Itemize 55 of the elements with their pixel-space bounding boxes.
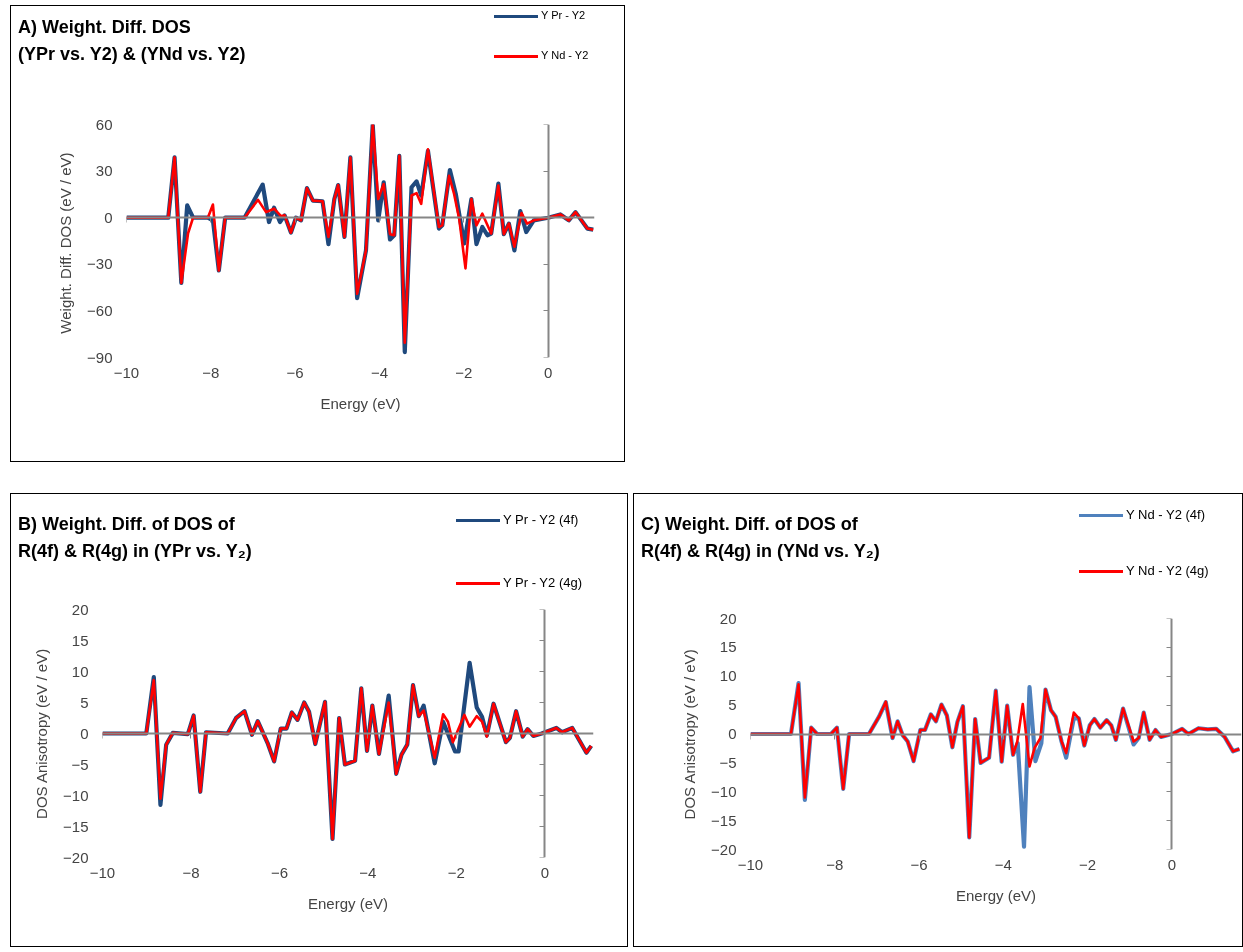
x-tick-label: −2 [447, 863, 465, 881]
x-tick-label: −8 [202, 363, 220, 381]
y-tick-label: 15 [71, 631, 89, 649]
y-tick-label: 60 [95, 115, 113, 133]
x-tick-label: −2 [455, 363, 473, 381]
y-tick-label: 20 [719, 609, 737, 627]
chart-title: A) Weight. Diff. DOS (YPr vs. Y2) & (YNd vs. Y2) [18, 16, 246, 66]
y-tick-label: 10 [71, 662, 89, 680]
x-tick-label: −2 [1079, 855, 1097, 873]
x-tick-label: −6 [270, 863, 288, 881]
y-axis-title: Weight. Diff. DOS (eV / eV) [57, 152, 75, 334]
x-tick-label: −10 [113, 363, 140, 381]
x-tick-label: 0 [543, 363, 553, 381]
y-tick-label: −5 [719, 753, 737, 771]
x-axis-title: Energy (eV) [307, 894, 389, 912]
legend-label: Y Pr - Y2 (4g) [503, 573, 582, 592]
y-tick-label: 5 [80, 693, 89, 711]
x-axis-title: Energy (eV) [320, 394, 401, 412]
y-tick-label: 10 [719, 667, 737, 685]
x-tick-label: −8 [826, 855, 844, 873]
y-tick-label: −15 [63, 817, 89, 835]
y-tick-label: 20 [71, 600, 89, 618]
y-tick-label: −10 [63, 786, 89, 804]
y-tick-label: −5 [71, 755, 89, 773]
chart-title: B) Weight. Diff. of DOS of R(4f) & R(4g) in (YPr vs. Y₂) [18, 513, 252, 563]
y-axis-title: DOS Anisotropy (eV / eV) [33, 648, 51, 819]
x-tick-label: −6 [286, 363, 304, 381]
x-tick-label: −8 [182, 863, 200, 881]
y-tick-label: 0 [104, 208, 113, 226]
legend-label: Y Nd - Y2 [541, 48, 589, 64]
x-tick-label: −4 [370, 363, 389, 381]
y-axis-title: DOS Anisotropy (eV / eV) [681, 649, 699, 820]
x-tick-label: 0 [540, 863, 550, 881]
x-tick-label: −4 [994, 855, 1012, 873]
y-tick-label: −10 [711, 782, 737, 800]
legend-label: Y Pr - Y2 [541, 8, 586, 24]
x-axis-title: Energy (eV) [955, 886, 1037, 904]
y-tick-label: −30 [87, 255, 113, 273]
y-tick-label: 15 [719, 638, 737, 656]
y-tick-label: −15 [711, 811, 737, 829]
y-tick-label: 0 [728, 725, 737, 742]
y-tick-label: 30 [95, 162, 113, 180]
y-tick-label: −90 [87, 348, 113, 366]
y-tick-label: 5 [728, 696, 737, 714]
x-tick-label: −4 [359, 863, 377, 881]
legend-label: Y Nd - Y2 (4g) [1126, 561, 1209, 580]
y-tick-label: −20 [63, 848, 89, 866]
legend-label: Y Nd - Y2 (4f) [1126, 505, 1205, 524]
y-tick-label: −60 [87, 301, 113, 319]
x-tick-label: 0 [1167, 855, 1177, 873]
y-tick-label: −20 [711, 840, 737, 858]
chart-title: C) Weight. Diff. of DOS of R(4f) & R(4g) in (YNd vs. Y₂) [641, 513, 880, 563]
x-tick-label: −6 [910, 855, 928, 873]
y-tick-label: 0 [80, 724, 89, 742]
legend-label: Y Pr - Y2 (4f) [503, 510, 579, 529]
